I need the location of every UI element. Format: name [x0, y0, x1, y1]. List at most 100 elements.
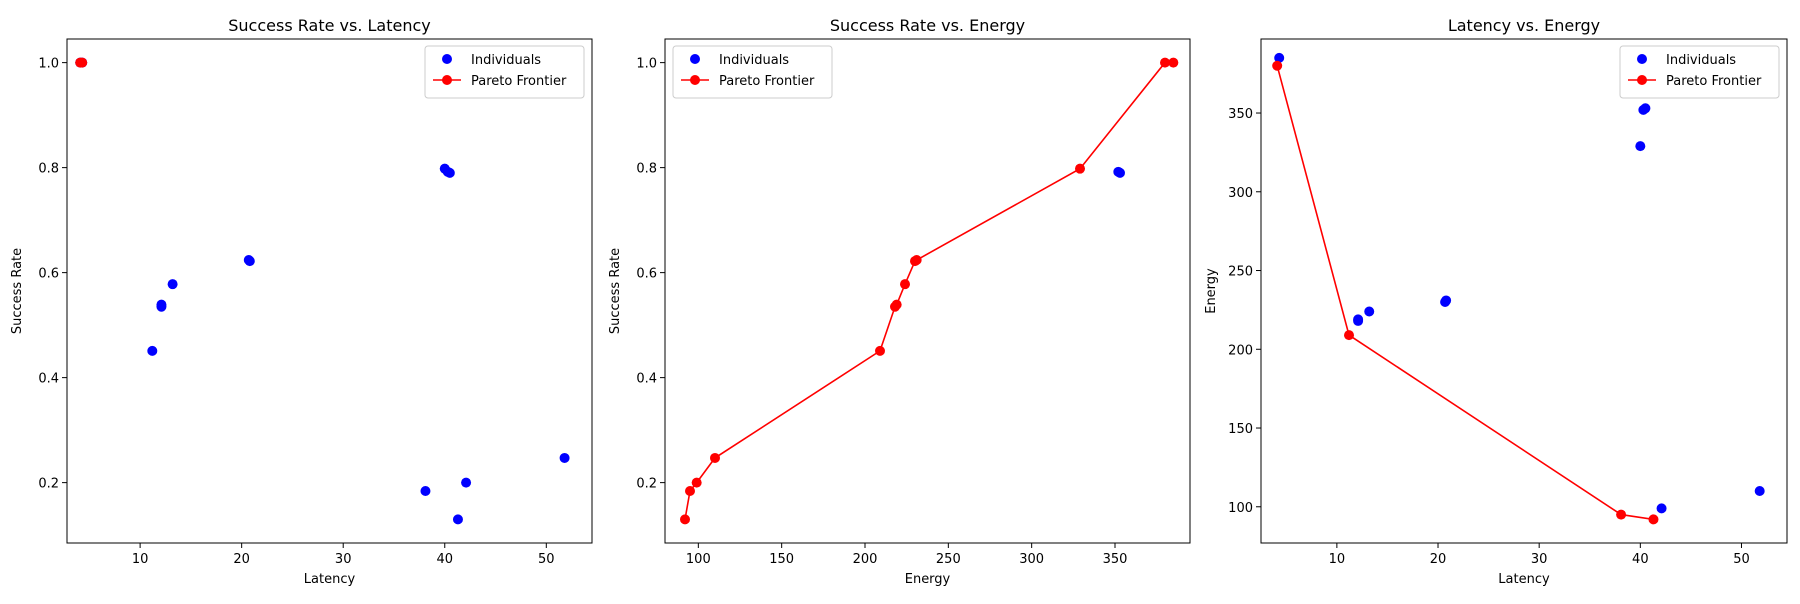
individual-point — [461, 477, 472, 488]
chart-title: Latency vs. Energy — [1448, 16, 1600, 35]
y-tick-label: 0.2 — [636, 477, 657, 492]
y-tick-label: 150 — [1228, 422, 1253, 437]
legend: Individuals Pareto Frontier — [672, 45, 833, 99]
y-tick-label: 100 — [1228, 501, 1253, 516]
legend-marker-individuals — [1637, 54, 1647, 64]
x-tick-label: 10 — [1329, 552, 1346, 567]
legend-label: Pareto Frontier — [719, 74, 815, 89]
legend-box — [672, 45, 833, 99]
pareto-point — [680, 514, 690, 525]
x-tick-label: 100 — [686, 552, 711, 567]
individual-point — [420, 486, 431, 497]
x-tick-label: 20 — [233, 552, 250, 567]
legend: Individuals Pareto Frontier — [424, 45, 585, 99]
y-tick-label: 0.8 — [636, 162, 657, 177]
pareto-point — [691, 477, 702, 488]
legend-marker-pareto — [442, 75, 452, 85]
x-axis-label: Latency — [1498, 572, 1550, 587]
legend-box — [1619, 45, 1780, 99]
legend-label: Individuals — [471, 53, 541, 68]
x-tick-label: 20 — [1430, 552, 1447, 567]
chart-panel-1: Success Rate vs. Latency 10 20 30 40 50 0.2 0.4… — [10, 16, 593, 587]
y-axis-label: Success Rate — [10, 248, 25, 334]
individual-point — [244, 256, 255, 267]
y-tick-label: 0.6 — [38, 267, 59, 282]
individual-point — [147, 345, 158, 356]
y-tick-label: 200 — [1228, 343, 1253, 358]
legend-label: Pareto Frontier — [1666, 74, 1762, 89]
y-tick-label: 1.0 — [636, 57, 657, 72]
individual-point — [1353, 314, 1364, 325]
x-tick-label: 200 — [853, 552, 878, 567]
x-tick-label: 40 — [436, 552, 453, 567]
x-tick-label: 10 — [132, 552, 149, 567]
legend-label: Individuals — [719, 53, 789, 68]
individual-point — [1113, 166, 1124, 177]
axes-frame — [66, 38, 593, 544]
individual-point — [1635, 141, 1646, 152]
y-axis-label: Energy — [1204, 268, 1219, 314]
x-tick-label: 40 — [1632, 552, 1649, 567]
individual-point — [1754, 486, 1765, 497]
pareto-frontier-line — [1276, 65, 1654, 521]
y-tick-label: 0.2 — [38, 477, 59, 492]
pareto-frontier-line — [684, 61, 1174, 520]
x-tick-label: 30 — [1531, 552, 1548, 567]
individual-point — [442, 166, 453, 177]
individual-point — [156, 299, 167, 310]
y-tick-label: 0.4 — [636, 372, 657, 387]
x-axis-label: Latency — [304, 572, 356, 587]
pareto-point — [1168, 57, 1179, 68]
pareto-point — [685, 486, 695, 497]
plot-area — [75, 57, 570, 525]
pareto-point — [891, 299, 902, 310]
chart-title: Success Rate vs. Energy — [830, 16, 1025, 35]
pareto-point — [875, 345, 885, 356]
legend-marker-individuals — [442, 54, 452, 64]
pareto-point — [911, 255, 922, 266]
axes-frame — [664, 38, 1191, 544]
pareto-point — [77, 57, 88, 68]
chart-panel-3: Latency vs. Energy 10 20 30 40 50 100 150 200 250… — [1204, 16, 1788, 587]
x-axis-label: Energy — [905, 572, 951, 587]
pareto-point — [710, 452, 720, 463]
pareto-point — [900, 279, 910, 290]
individual-point — [1364, 306, 1375, 317]
plot-area — [680, 57, 1179, 525]
x-tick-label: 350 — [1103, 552, 1128, 567]
x-tick-label: 250 — [936, 552, 961, 567]
x-tick-label: 150 — [769, 552, 794, 567]
y-tick-label: 0.8 — [38, 162, 59, 177]
individual-point — [1638, 104, 1649, 115]
individual-point — [1441, 295, 1452, 306]
x-tick-label: 50 — [538, 552, 555, 567]
legend-label: Pareto Frontier — [471, 74, 567, 89]
individual-point — [167, 279, 178, 290]
y-tick-label: 300 — [1228, 186, 1253, 201]
x-tick-label: 300 — [1019, 552, 1044, 567]
pareto-point — [1616, 509, 1627, 520]
x-tick-label: 50 — [1733, 552, 1750, 567]
individual-point — [1656, 503, 1667, 514]
x-tick-label: 30 — [335, 552, 352, 567]
axes-frame — [1260, 38, 1788, 544]
legend-marker-pareto — [690, 75, 700, 85]
y-axis-label: Success Rate — [608, 248, 623, 334]
legend-marker-individuals — [690, 54, 700, 64]
individual-point — [452, 514, 463, 525]
pareto-point — [1272, 60, 1283, 71]
legend-box — [424, 45, 585, 99]
pareto-point — [1648, 514, 1659, 525]
legend: Individuals Pareto Frontier — [1619, 45, 1780, 99]
chart-title: Success Rate vs. Latency — [228, 16, 430, 35]
plot-area — [1272, 52, 1765, 525]
individual-point — [1274, 52, 1285, 63]
y-tick-label: 350 — [1228, 107, 1253, 122]
y-tick-label: 1.0 — [38, 57, 59, 72]
legend-marker-pareto — [1637, 75, 1647, 85]
chart-panel-2: Success Rate vs. Energy 100 150 200 250 300 35… — [608, 16, 1191, 587]
y-tick-label: 250 — [1228, 265, 1253, 280]
individual-point — [559, 452, 570, 463]
